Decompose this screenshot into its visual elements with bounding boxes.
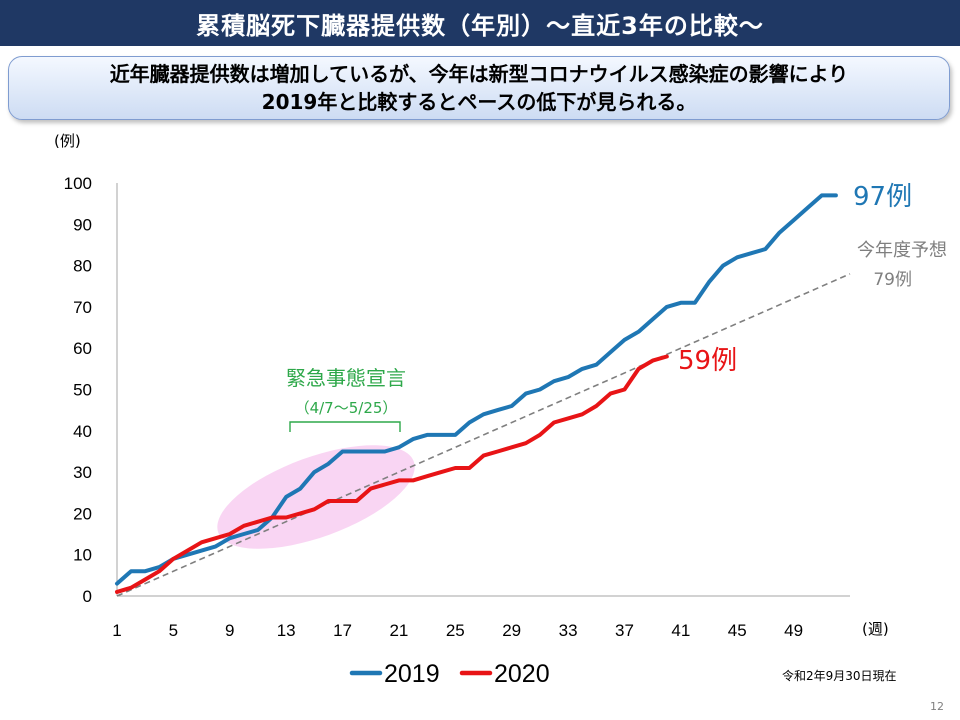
x-tick-label: 5 bbox=[169, 621, 178, 640]
summary-line-1: 近年臓器提供数は増加しているが、今年は新型コロナウイルス感染症の影響により bbox=[109, 62, 849, 86]
y-tick-label: 10 bbox=[73, 546, 92, 565]
legend: 2019 2020 bbox=[349, 660, 550, 688]
y-tick-label: 40 bbox=[73, 422, 92, 441]
forecast-value-label: 79例 bbox=[873, 270, 912, 290]
x-tick-label: 17 bbox=[333, 621, 352, 640]
axes bbox=[116, 183, 850, 597]
x-axis-label: (週) bbox=[862, 620, 889, 638]
x-tick-label: 45 bbox=[728, 621, 747, 640]
y-tick-label: 100 bbox=[64, 174, 92, 193]
page-title: 累積脳死下臓器提供数（年別）～直近3年の比較～ bbox=[196, 11, 764, 40]
x-tick-label: 21 bbox=[389, 621, 408, 640]
series-end-label-2019: 97例 bbox=[853, 182, 912, 212]
highlight-layer bbox=[217, 445, 415, 549]
y-tick-labels: 0 10 20 30 40 50 60 70 80 90 100 (例) bbox=[54, 132, 92, 606]
x-tick-label: 13 bbox=[277, 621, 296, 640]
emergency-declaration-title: 緊急事態宣言 bbox=[286, 366, 406, 390]
as-of-date-note: 令和2年9月30日現在 bbox=[782, 669, 897, 683]
y-tick-label: 30 bbox=[73, 463, 92, 482]
emergency-declaration-period: （4/7～5/25） bbox=[295, 399, 398, 417]
forecast-line bbox=[116, 273, 851, 597]
summary-banner: 近年臓器提供数は増加しているが、今年は新型コロナウイルス感染症の影響により 20… bbox=[8, 56, 950, 120]
forecast-layer: 今年度予想 79例 bbox=[116, 240, 947, 597]
x-tick-label: 9 bbox=[225, 621, 234, 640]
legend-label-2019: 2019 bbox=[384, 660, 440, 688]
x-tick-labels: 1 5 9 13 17 21 25 29 33 37 41 45 49 (週) bbox=[112, 620, 888, 640]
y-tick-label: 70 bbox=[73, 298, 92, 317]
forecast-label: 今年度予想 bbox=[857, 240, 947, 261]
series-line-2020 bbox=[115, 354, 669, 594]
x-tick-label: 37 bbox=[615, 621, 634, 640]
series-layer: 97例 59例 bbox=[115, 182, 912, 594]
x-tick-label: 33 bbox=[559, 621, 578, 640]
y-axis-label: (例) bbox=[54, 132, 81, 150]
series-line-2019 bbox=[115, 193, 838, 586]
y-tick-label: 20 bbox=[73, 504, 92, 523]
page-number: 12 bbox=[930, 700, 944, 713]
title-bar: 累積脳死下臓器提供数（年別）～直近3年の比較～ bbox=[0, 0, 960, 46]
x-tick-label: 49 bbox=[784, 621, 803, 640]
y-tick-label: 60 bbox=[73, 339, 92, 358]
x-tick-label: 29 bbox=[502, 621, 521, 640]
y-tick-label: 90 bbox=[73, 215, 92, 234]
x-tick-label: 1 bbox=[112, 621, 121, 640]
y-tick-label: 0 bbox=[83, 587, 92, 606]
emergency-period-highlight bbox=[217, 445, 415, 549]
emergency-period-bracket bbox=[289, 421, 401, 432]
annotation-layer: 緊急事態宣言 （4/7～5/25） bbox=[286, 366, 406, 432]
summary-line-2: 2019年と比較するとペースの低下が見られる。 bbox=[261, 90, 697, 114]
x-tick-label: 41 bbox=[671, 621, 690, 640]
y-tick-label: 80 bbox=[73, 257, 92, 276]
x-tick-label: 25 bbox=[446, 621, 465, 640]
legend-label-2020: 2020 bbox=[494, 660, 550, 688]
y-tick-label: 50 bbox=[73, 381, 92, 400]
series-end-label-2020: 59例 bbox=[678, 346, 737, 376]
